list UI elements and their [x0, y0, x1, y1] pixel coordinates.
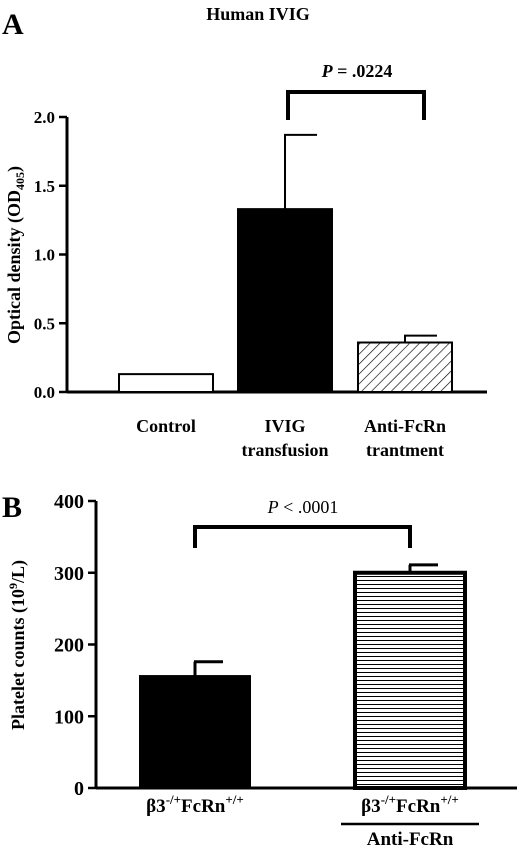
panel-a-y-tick-label: 0.0: [34, 383, 55, 402]
panel-b-y-tick-label: 200: [54, 635, 84, 657]
panel-b-category-label: β3-/+FcRn+/+: [146, 792, 244, 817]
panel-b-y-tick-label: 0: [74, 778, 84, 800]
panel-a-category-label: Anti-FcRn: [364, 416, 446, 436]
panel-b-category-label: β3-/+FcRn+/+: [361, 792, 459, 817]
panel-a-chart: A Human IVIG Optical density (OD405) 0.0…: [2, 4, 487, 460]
panel-a-bar: [237, 208, 333, 393]
panel-a-y-axis-label: Optical density (OD405): [4, 166, 27, 344]
panel-b-y-tick-label: 400: [54, 491, 84, 513]
panel-a-category-label: transfusion: [241, 440, 328, 460]
panel-a-title: Human IVIG: [206, 4, 310, 24]
panel-a-letter: A: [2, 8, 24, 41]
panel-b-y-tick-label: 300: [54, 563, 84, 585]
panel-a-p-value: P = .0224: [321, 61, 393, 81]
panel-a-category-label: trantment: [366, 440, 444, 460]
panel-a-y-tick-label: 0.5: [34, 314, 55, 333]
panel-b-treatment-label: Anti-FcRn: [367, 829, 454, 850]
panel-b-significance-bracket: [193, 525, 412, 548]
panel-a-y-tick-label: 2.0: [34, 108, 55, 127]
panel-a-bar: [357, 341, 453, 393]
panel-a-y-tick-label: 1.5: [34, 177, 55, 196]
panel-a-y-tick-label: 1.0: [34, 246, 55, 265]
panel-b-bar: [353, 570, 467, 790]
panel-a-significance-bracket: [286, 90, 426, 120]
panel-b-y-tick-label: 100: [54, 706, 84, 728]
panel-b-letter: B: [2, 491, 22, 524]
panel-a-category-label: Control: [136, 416, 196, 436]
panel-a-category-label: IVIG: [264, 416, 305, 436]
panel-b-chart: B Platelet counts (109/L) 0 100 200 300 400 β…: [2, 491, 517, 850]
panel-a-bar: [118, 373, 214, 393]
panel-b-p-value: P < .0001: [267, 497, 339, 517]
panel-b-bar: [139, 675, 251, 790]
panel-b-y-axis-label: Platelet counts (109/L): [6, 560, 29, 730]
